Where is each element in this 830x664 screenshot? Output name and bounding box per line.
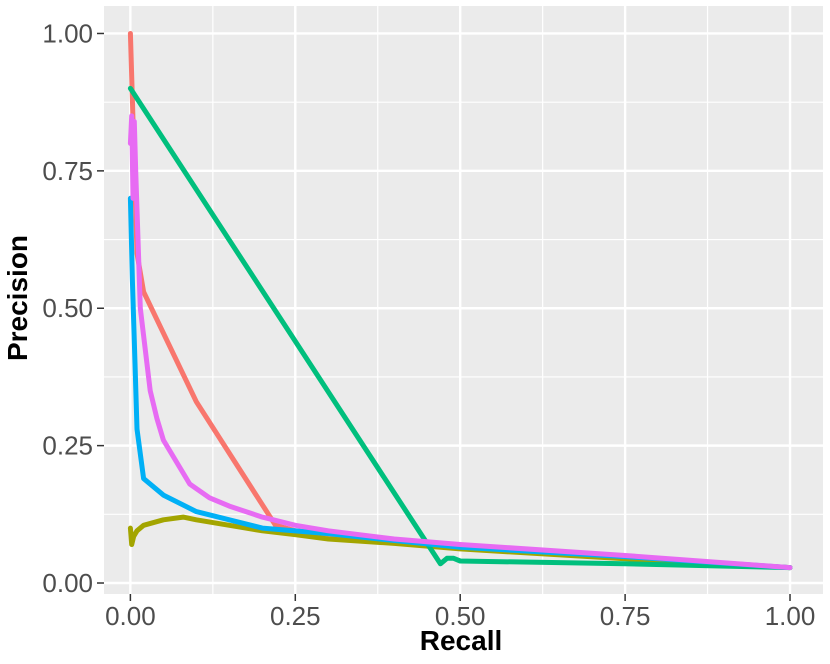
minor-gridlines — [104, 6, 823, 594]
x-tick-label-0: 0.00 — [105, 601, 156, 631]
x-tick-label-2: 0.50 — [435, 601, 486, 631]
major-gridlines — [104, 6, 823, 594]
x-axis-title: Recall — [420, 625, 503, 656]
x-tick-label-1: 0.25 — [270, 601, 321, 631]
x-tick-label-4: 1.00 — [765, 601, 816, 631]
y-tick-labels: 0.00 0.25 0.50 0.75 1.00 — [42, 18, 93, 598]
y-tick-label-1: 0.25 — [42, 431, 93, 461]
axis-ticks — [97, 32, 791, 601]
x-tick-label-3: 0.75 — [600, 601, 651, 631]
y-axis-title: Precision — [2, 235, 33, 361]
y-tick-label-2: 0.50 — [42, 293, 93, 323]
y-tick-label-0: 0.00 — [42, 568, 93, 598]
plot-panel — [104, 6, 823, 594]
series-line-3 — [127, 85, 793, 571]
y-tick-label-3: 0.75 — [42, 156, 93, 186]
series-lines — [127, 31, 793, 571]
series-line-5 — [127, 113, 793, 571]
x-tick-labels: 0.00 0.25 0.50 0.75 1.00 — [105, 601, 815, 631]
y-tick-label-4: 1.00 — [42, 18, 93, 48]
